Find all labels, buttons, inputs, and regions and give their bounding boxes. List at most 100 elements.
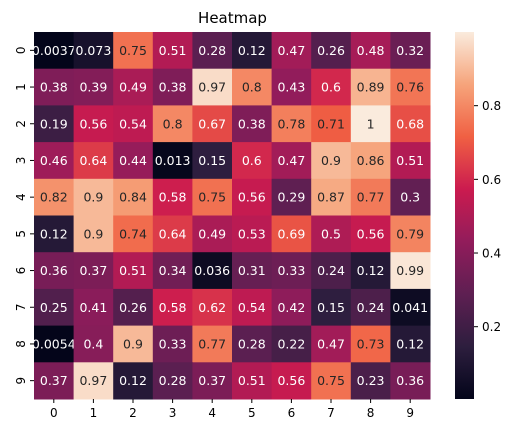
cell-value-label: 0.9	[321, 153, 341, 168]
y-tick-label: 8	[14, 340, 28, 348]
heatmap-cell-2-8	[350, 105, 391, 143]
y-tick-label: 3	[14, 157, 28, 165]
cell-value-label: 0.51	[396, 153, 424, 168]
heatmap-cell-7-6	[271, 288, 312, 327]
cell-value-label: 0.24	[317, 263, 345, 278]
heatmap-cell-5-2	[113, 215, 154, 253]
heatmap-cell-4-6	[271, 178, 312, 216]
cell-value-label: 0.67	[198, 116, 226, 131]
cell-value-label: 0.0037	[32, 43, 76, 58]
heatmap-cell-9-6	[271, 362, 312, 400]
x-axis: 0 1 2 3 4 5 6 7 8 9	[50, 399, 414, 420]
heatmap-cell-5-0	[34, 215, 75, 253]
cell-value-label: 0.43	[277, 80, 305, 95]
cell-value-label: 0.68	[396, 116, 424, 131]
x-tick-label: 5	[248, 406, 256, 420]
heatmap-cell-0-7	[311, 32, 352, 70]
cell-value-label: 0.6	[321, 80, 341, 95]
cell-value-label: 0.24	[357, 300, 385, 315]
heatmap-cell-1-5	[232, 68, 273, 106]
heatmap-cell-0-5	[232, 32, 273, 70]
heatmap-cell-8-9	[390, 325, 431, 363]
cell-value-label: 0.3	[400, 190, 420, 205]
cell-value-label: 0.15	[198, 153, 226, 168]
heatmap-cell-9-7	[311, 362, 352, 400]
cell-value-label: 0.36	[396, 373, 424, 388]
heatmap-cell-9-4	[192, 362, 233, 400]
x-tick-label: 6	[288, 406, 296, 420]
heatmap-cell-2-1	[73, 105, 114, 143]
cell-value-label: 0.38	[159, 80, 187, 95]
cell-value-label: 1	[367, 116, 375, 131]
heatmap-cell-9-3	[152, 362, 193, 400]
heatmap-cell-7-5	[232, 288, 273, 327]
cell-value-label: 0.37	[198, 373, 226, 388]
x-tick-label: 7	[327, 406, 335, 420]
cell-value-label: 0.22	[277, 336, 305, 351]
heatmap-cell-7-2	[113, 288, 154, 327]
heatmap-cell-2-0	[34, 105, 75, 143]
cell-value-label: 0.62	[198, 300, 226, 315]
heatmap-cell-2-4	[192, 105, 233, 143]
cell-value-label: 0.42	[277, 300, 305, 315]
heatmap-cell-1-9	[390, 68, 431, 106]
cell-value-label: 0.23	[357, 373, 385, 388]
heatmap-cell-4-4	[192, 178, 233, 216]
colorbar-axis: 0.2 0.4 0.6 0.8	[474, 99, 501, 334]
y-tick-label: 0	[14, 47, 28, 55]
cell-value-label: 0.53	[238, 226, 266, 241]
cell-value-label: 0.56	[277, 373, 305, 388]
heatmap-cell-7-4	[192, 288, 233, 327]
heatmap-cell-3-6	[271, 142, 312, 180]
heatmap-cell-1-0	[34, 68, 75, 106]
colorbar-tick-label: 0.2	[482, 320, 501, 334]
heatmap-cell-4-8	[350, 178, 391, 216]
heatmap-cell-5-6	[271, 215, 312, 253]
cell-value-label: 0.036	[194, 263, 230, 278]
cell-value-label: 0.75	[119, 43, 147, 58]
heatmap-cell-9-0	[34, 362, 75, 400]
heatmap-cell-9-8	[350, 362, 391, 400]
heatmap-cell-5-7	[311, 215, 352, 253]
cell-value-label: 0.79	[396, 226, 424, 241]
colorbar	[455, 32, 474, 399]
y-axis: 0 1 2 3 4 5 6 7 8 9	[14, 47, 34, 384]
heatmap-cell-3-2	[113, 142, 154, 180]
cell-value-label: 0.31	[238, 263, 266, 278]
cell-value-label: 0.36	[40, 263, 68, 278]
heatmap-cell-0-3	[152, 32, 193, 70]
heatmap-cell-6-7	[311, 252, 352, 290]
heatmap-cell-4-0	[34, 178, 75, 216]
cell-value-label: 0.47	[277, 43, 305, 58]
heatmap-cell-6-6	[271, 252, 312, 290]
heatmap-cell-3-5	[232, 142, 273, 180]
cell-value-label: 0.46	[40, 153, 68, 168]
heatmap-cell-2-5	[232, 105, 273, 143]
heatmap-cell-5-4	[192, 215, 233, 253]
cell-value-label: 0.78	[277, 116, 305, 131]
cell-value-label: 0.89	[357, 80, 385, 95]
cell-value-label: 0.54	[119, 116, 147, 131]
cell-value-label: 0.56	[79, 116, 107, 131]
heatmap-cell-9-2	[113, 362, 154, 400]
cell-value-label: 0.0054	[32, 336, 76, 351]
heatmap-cell-2-6	[271, 105, 312, 143]
cell-value-label: 0.28	[198, 43, 226, 58]
heatmap-cell-7-9	[390, 288, 431, 327]
cell-value-label: 0.73	[357, 336, 385, 351]
cell-value-label: 0.12	[396, 336, 424, 351]
heatmap-cell-3-0	[34, 142, 75, 180]
cell-value-label: 0.29	[277, 190, 305, 205]
heatmap-cell-5-5	[232, 215, 273, 253]
cell-value-label: 0.6	[242, 153, 262, 168]
cell-value-label: 0.56	[357, 226, 385, 241]
cell-value-label: 0.28	[159, 373, 187, 388]
cell-value-label: 0.58	[159, 300, 187, 315]
y-tick-label: 1	[14, 83, 28, 91]
y-tick-label: 5	[14, 230, 28, 238]
heatmap-cell-0-9	[390, 32, 431, 70]
cell-value-label: 0.54	[238, 300, 266, 315]
heatmap-cell-8-6	[271, 325, 312, 363]
heatmap-cell-8-2	[113, 325, 154, 363]
cell-value-label: 0.5	[321, 226, 341, 241]
